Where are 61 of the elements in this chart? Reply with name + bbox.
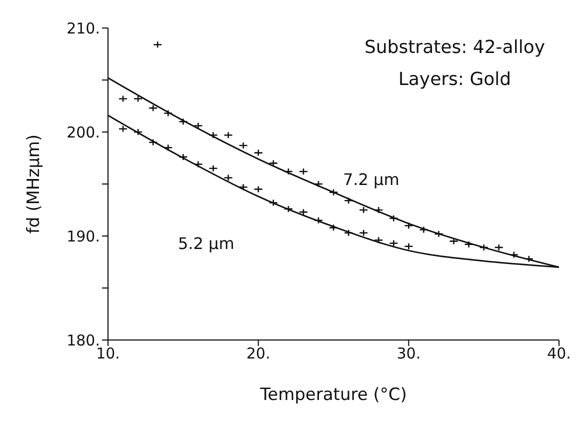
- y-tick-label: 190.: [66, 227, 100, 246]
- point: [284, 168, 294, 176]
- annotation: Layers: Gold: [397, 68, 512, 92]
- point: [178, 153, 188, 161]
- x-tick-label: 10.: [96, 344, 120, 363]
- point: [298, 208, 308, 216]
- point: [118, 125, 128, 133]
- point: [118, 95, 128, 102]
- x-tick-label: 20.: [246, 344, 270, 363]
- point: [314, 180, 324, 188]
- point: [208, 164, 218, 172]
- point: [148, 104, 158, 112]
- point: [374, 206, 384, 214]
- point: [509, 251, 519, 258]
- point: [328, 188, 338, 196]
- point: [404, 242, 414, 250]
- point: [178, 118, 188, 126]
- point: [254, 149, 263, 156]
- point: [163, 144, 173, 152]
- point: [133, 95, 143, 102]
- point: [464, 240, 474, 248]
- point: [358, 206, 368, 214]
- point: [374, 236, 384, 244]
- point: [194, 160, 203, 168]
- annotation: Substrates: 42-alloy: [364, 36, 545, 60]
- point: [224, 174, 233, 182]
- y-tick-label: 200.: [66, 123, 100, 142]
- point: [224, 131, 233, 139]
- point: [524, 255, 534, 263]
- point: [238, 142, 248, 150]
- point: [419, 226, 428, 234]
- x-tick-label: 40.: [547, 344, 571, 363]
- point: [194, 122, 203, 130]
- point: [284, 205, 294, 213]
- point: [358, 229, 368, 237]
- point: [479, 244, 488, 252]
- point: [388, 240, 398, 247]
- point: [404, 222, 414, 230]
- x-axis-title: Temperature (°C): [259, 385, 407, 405]
- annotation: 7.2 μm: [343, 170, 400, 189]
- point: [328, 224, 338, 232]
- point: [133, 128, 143, 136]
- point: [298, 168, 308, 176]
- point: [494, 244, 504, 252]
- point: [163, 110, 173, 117]
- y-axis-title: fd (MHzμm): [24, 134, 44, 234]
- point: [268, 160, 278, 167]
- point: [344, 196, 354, 204]
- point: [254, 186, 263, 193]
- y-tick-label: 210.: [66, 19, 100, 38]
- point: [208, 131, 218, 139]
- point: [344, 229, 354, 237]
- point: [148, 138, 158, 146]
- point: [268, 199, 278, 206]
- point: [238, 183, 248, 191]
- point: [388, 214, 398, 222]
- point: [152, 40, 162, 48]
- annotation: 5.2 μm: [178, 234, 234, 253]
- point: [314, 216, 324, 224]
- x-tick-label: 30.: [396, 344, 421, 363]
- point: [434, 230, 444, 238]
